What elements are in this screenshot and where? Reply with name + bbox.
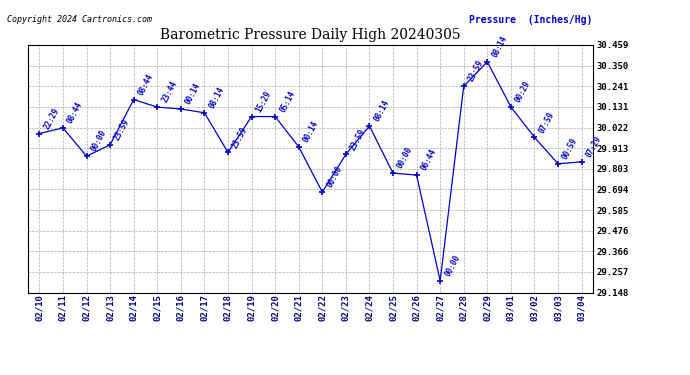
Text: 22:29: 22:29 <box>42 106 61 131</box>
Text: 00:59: 00:59 <box>561 136 580 161</box>
Text: 00:00: 00:00 <box>443 254 462 278</box>
Text: 07:29: 07:29 <box>584 135 603 159</box>
Text: 00:14: 00:14 <box>302 119 320 144</box>
Text: 08:14: 08:14 <box>207 86 226 110</box>
Text: 15:29: 15:29 <box>255 89 273 114</box>
Text: 08:44: 08:44 <box>137 72 155 97</box>
Title: Barometric Pressure Daily High 20240305: Barometric Pressure Daily High 20240305 <box>160 28 461 42</box>
Text: 07:59: 07:59 <box>538 110 556 135</box>
Text: 23:44: 23:44 <box>160 80 179 104</box>
Text: 23:59: 23:59 <box>230 125 250 150</box>
Text: 00:14: 00:14 <box>184 82 202 106</box>
Text: 00:00: 00:00 <box>396 146 415 170</box>
Text: 08:14: 08:14 <box>372 99 391 123</box>
Text: 23:59: 23:59 <box>113 117 132 142</box>
Text: 23:59: 23:59 <box>466 59 485 83</box>
Text: 08:14: 08:14 <box>490 34 509 59</box>
Text: Pressure  (Inches/Hg): Pressure (Inches/Hg) <box>469 15 593 25</box>
Text: 00:00: 00:00 <box>89 129 108 153</box>
Text: 05:14: 05:14 <box>278 89 297 114</box>
Text: 23:59: 23:59 <box>348 127 368 152</box>
Text: 00:29: 00:29 <box>513 80 533 104</box>
Text: 00:00: 00:00 <box>325 165 344 189</box>
Text: 08:44: 08:44 <box>66 100 85 125</box>
Text: 06:44: 06:44 <box>420 148 438 172</box>
Text: Copyright 2024 Cartronics.com: Copyright 2024 Cartronics.com <box>7 15 152 24</box>
